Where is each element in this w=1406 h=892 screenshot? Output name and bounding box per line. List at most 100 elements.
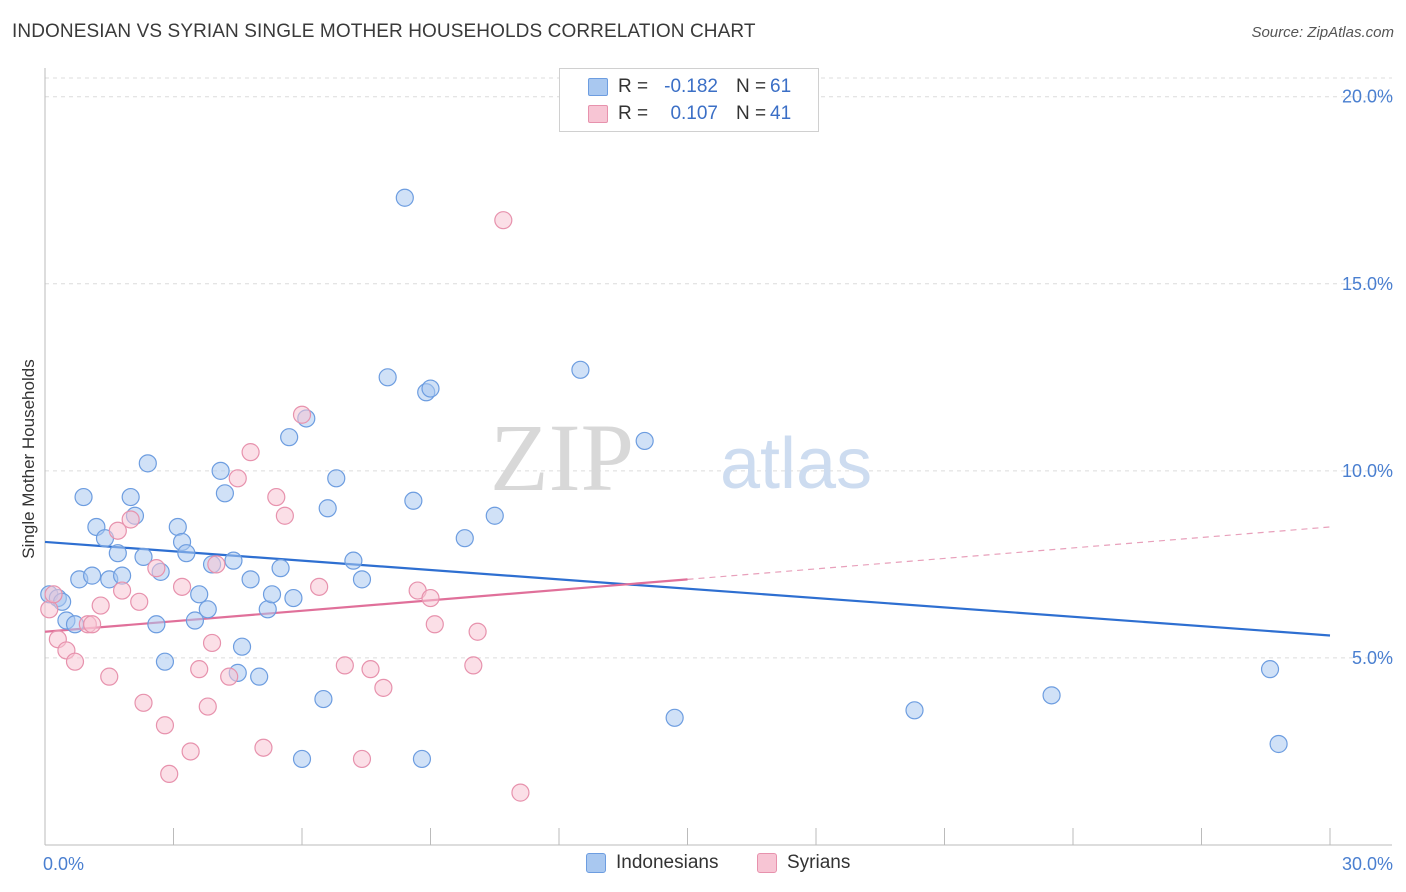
data-point-indonesians bbox=[134, 547, 153, 567]
data-point-syrians bbox=[130, 592, 149, 611]
data-point-syrians bbox=[100, 667, 119, 686]
data-point-indonesians bbox=[271, 559, 290, 578]
data-point-syrians bbox=[220, 667, 239, 686]
data-point-indonesians bbox=[108, 544, 127, 563]
data-point-syrians bbox=[83, 615, 102, 634]
data-point-syrians bbox=[425, 615, 444, 634]
data-point-syrians bbox=[134, 693, 153, 712]
data-point-syrians bbox=[121, 510, 140, 529]
x-tick-label: 30.0% bbox=[1342, 854, 1393, 874]
legend-swatch-syrians bbox=[757, 853, 777, 873]
data-point-syrians bbox=[511, 783, 530, 802]
data-point-indonesians bbox=[485, 506, 504, 525]
data-point-syrians bbox=[40, 600, 59, 619]
grid-lines bbox=[45, 77, 1392, 659]
series-legend-syrians[interactable]: Syrians bbox=[757, 852, 850, 874]
data-points bbox=[40, 188, 1288, 802]
data-point-indonesians bbox=[1269, 734, 1288, 754]
data-point-syrians bbox=[292, 405, 312, 424]
data-point-syrians bbox=[241, 443, 260, 462]
data-point-syrians bbox=[361, 660, 380, 679]
legend-swatch-indonesians bbox=[588, 78, 608, 96]
data-point-indonesians bbox=[635, 431, 654, 451]
legend-swatch-syrians bbox=[588, 105, 608, 123]
data-point-indonesians bbox=[198, 600, 217, 619]
data-point-syrians bbox=[91, 596, 110, 615]
data-point-indonesians bbox=[571, 360, 590, 379]
data-point-syrians bbox=[468, 622, 487, 641]
watermark-atlas: atlas bbox=[720, 424, 872, 504]
data-point-indonesians bbox=[292, 749, 312, 769]
data-point-indonesians bbox=[318, 499, 337, 518]
data-point-indonesians bbox=[404, 491, 423, 510]
data-point-indonesians bbox=[327, 469, 346, 488]
data-point-syrians bbox=[275, 506, 294, 525]
data-point-syrians bbox=[202, 633, 222, 653]
y-tick-label: 15.0% bbox=[1342, 274, 1393, 294]
data-point-syrians bbox=[108, 521, 127, 540]
data-point-indonesians bbox=[1042, 686, 1061, 705]
data-point-syrians bbox=[352, 749, 372, 769]
data-point-indonesians bbox=[155, 652, 175, 671]
source-label: Source: ZipAtlas.com bbox=[1251, 24, 1394, 41]
data-point-indonesians bbox=[344, 551, 363, 570]
series-legend-indonesians[interactable]: Indonesians bbox=[586, 852, 718, 874]
data-point-indonesians bbox=[177, 544, 196, 563]
y-tick-label: 5.0% bbox=[1352, 648, 1393, 668]
axes bbox=[44, 68, 1392, 846]
legend-swatch-indonesians bbox=[586, 853, 606, 873]
data-point-indonesians bbox=[83, 566, 102, 585]
data-point-syrians bbox=[112, 581, 132, 600]
data-point-syrians bbox=[198, 697, 217, 716]
data-point-syrians bbox=[160, 764, 179, 784]
legend-r-value: -0.182 bbox=[664, 76, 718, 97]
legend-r-key: R = bbox=[618, 76, 649, 97]
data-point-syrians bbox=[44, 585, 63, 604]
data-point-indonesians bbox=[314, 689, 333, 709]
chart-title: INDONESIAN VS SYRIAN SINGLE MOTHER HOUSE… bbox=[12, 21, 756, 42]
data-point-syrians bbox=[181, 742, 200, 761]
trend-line-syrians-extrapolated bbox=[687, 526, 1331, 580]
watermark-zip: ZIP bbox=[490, 404, 634, 511]
data-point-syrians bbox=[254, 738, 273, 757]
data-point-indonesians bbox=[211, 461, 230, 480]
data-point-syrians bbox=[172, 577, 192, 596]
data-point-indonesians bbox=[905, 701, 924, 720]
data-point-indonesians bbox=[241, 570, 260, 589]
data-point-syrians bbox=[374, 678, 393, 697]
data-point-indonesians bbox=[395, 188, 414, 207]
y-tick-label: 20.0% bbox=[1342, 87, 1393, 107]
y-tick-label: 10.0% bbox=[1342, 461, 1393, 481]
data-point-indonesians bbox=[412, 749, 432, 769]
trend-lines bbox=[44, 526, 1331, 637]
data-point-syrians bbox=[421, 588, 440, 608]
series-legend-label: Syrians bbox=[787, 852, 851, 873]
tick-labels: 5.0% 10.0% 15.0% 20.0% 0.0% 30.0% bbox=[43, 87, 1393, 874]
data-point-indonesians bbox=[74, 487, 93, 507]
legend-n-key: N = bbox=[736, 103, 767, 124]
data-point-indonesians bbox=[378, 368, 397, 387]
data-point-indonesians bbox=[455, 529, 474, 548]
data-point-indonesians bbox=[258, 600, 277, 619]
data-point-indonesians bbox=[224, 551, 243, 570]
series-legend-label: Indonesians bbox=[616, 852, 719, 873]
data-point-syrians bbox=[310, 577, 329, 596]
data-point-indonesians bbox=[215, 484, 234, 503]
data-point-syrians bbox=[65, 652, 85, 671]
data-point-indonesians bbox=[284, 588, 303, 608]
legend-r-key: R = bbox=[618, 103, 649, 124]
legend-n-key: N = bbox=[736, 76, 767, 97]
legend-r-value: 0.107 bbox=[670, 103, 718, 124]
data-point-syrians bbox=[267, 487, 286, 507]
data-point-indonesians bbox=[147, 615, 166, 634]
legend-row-syrians: R = 0.107 N = 41 bbox=[588, 102, 791, 126]
data-point-syrians bbox=[335, 656, 354, 675]
data-point-syrians bbox=[155, 716, 175, 735]
legend-n-value: 41 bbox=[770, 103, 792, 124]
legend-row-indonesians: R = -0.182 N = 61 bbox=[588, 75, 791, 99]
data-point-syrians bbox=[207, 555, 226, 574]
data-point-indonesians bbox=[168, 517, 187, 537]
correlation-legend: R = -0.182 N = 61 R = 0.107 N = 41 bbox=[559, 68, 819, 132]
data-point-indonesians bbox=[280, 428, 299, 447]
data-point-indonesians bbox=[138, 454, 157, 473]
